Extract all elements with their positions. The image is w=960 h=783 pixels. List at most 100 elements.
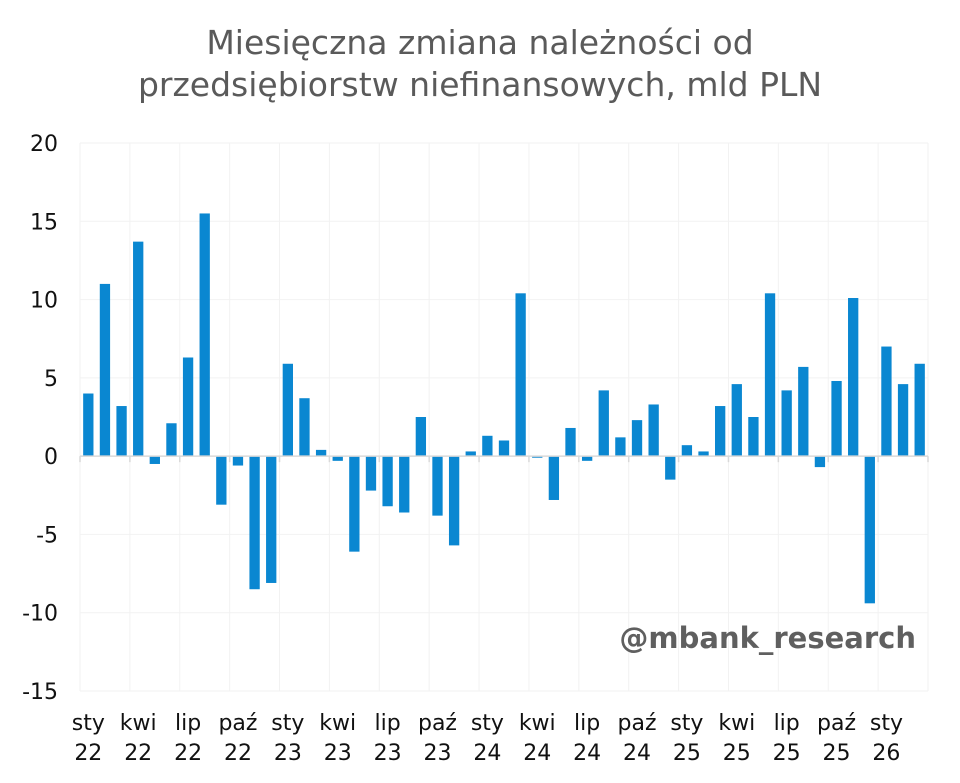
x-tick-label-month: sty xyxy=(670,711,703,736)
bar xyxy=(631,420,643,457)
x-tick-label-month: lip xyxy=(375,711,401,736)
chart-title-line-2: przedsiębiorstw niefinansowych, mld PLN xyxy=(137,65,823,104)
bar xyxy=(365,456,377,491)
x-tick-label-month: paź xyxy=(218,711,257,736)
x-tick-label-year: 25 xyxy=(823,741,851,766)
x-tick-label-month: sty xyxy=(72,711,105,736)
bar xyxy=(648,404,659,457)
y-axis-ticks: 20 15 10 5 0 -5 -10 -15 xyxy=(22,132,58,705)
bar xyxy=(432,456,443,516)
x-tick-label-year: 23 xyxy=(423,741,451,766)
x-tick-label-month: paź xyxy=(817,711,856,736)
y-tick-label: 20 xyxy=(30,132,58,157)
bar xyxy=(615,437,626,457)
y-tick-label: -10 xyxy=(22,602,58,627)
bar xyxy=(349,456,360,552)
bar xyxy=(199,213,210,457)
bar xyxy=(315,449,327,457)
bar xyxy=(897,384,909,457)
bar xyxy=(99,283,111,457)
x-tick-label-year: 23 xyxy=(324,741,352,766)
bar xyxy=(665,456,676,480)
y-tick-label: 5 xyxy=(44,367,58,392)
bar xyxy=(864,456,875,604)
bar xyxy=(914,363,925,457)
bar xyxy=(149,456,160,464)
chart-title: Miesięczna zmiana należności od przedsię… xyxy=(0,22,960,106)
x-tick-label-year: 25 xyxy=(673,741,701,766)
x-tick-label-month: paź xyxy=(418,711,457,736)
x-tick-label-year: 22 xyxy=(224,741,252,766)
bar xyxy=(415,417,427,457)
bar xyxy=(498,440,510,457)
x-tick-label-month: kwi xyxy=(319,711,356,736)
x-tick-label-year: 22 xyxy=(74,741,102,766)
y-tick-label: 0 xyxy=(44,445,58,470)
x-tick-label-month: sty xyxy=(471,711,504,736)
bar xyxy=(83,393,94,457)
bar xyxy=(166,423,177,457)
bar xyxy=(465,451,476,457)
x-tick-label-year: 23 xyxy=(374,741,402,766)
bar xyxy=(532,456,543,458)
x-tick-label-year: 26 xyxy=(872,741,900,766)
bar xyxy=(598,390,609,457)
x-axis-ticks: sty 22 kwi 22 lip 22 paź 22 sty 23 kwi 23 lip 23 paź 23… xyxy=(72,711,903,766)
x-tick-label-month: sty xyxy=(271,711,304,736)
x-tick-label-month: kwi xyxy=(718,711,755,736)
zero-axis xyxy=(79,455,929,463)
bar xyxy=(232,456,244,466)
bar xyxy=(731,384,742,457)
x-tick-label-month: lip xyxy=(574,711,600,736)
x-tick-label-year: 22 xyxy=(174,741,202,766)
bar xyxy=(133,241,144,457)
bar xyxy=(548,456,560,500)
bar xyxy=(715,406,726,457)
y-tick-label: -5 xyxy=(36,523,58,548)
bar xyxy=(681,445,693,457)
bar xyxy=(448,456,460,546)
bar xyxy=(565,427,576,457)
x-tick-label-year: 25 xyxy=(773,741,801,766)
x-tick-label-year: 22 xyxy=(124,741,152,766)
bar xyxy=(581,456,593,461)
bar xyxy=(781,390,792,457)
y-tick-label: 10 xyxy=(30,289,58,314)
bar xyxy=(764,293,776,457)
bar xyxy=(482,435,493,457)
x-tick-label-month: kwi xyxy=(120,711,157,736)
bar xyxy=(266,456,277,583)
x-tick-label-month: paź xyxy=(618,711,657,736)
x-tick-label-year: 24 xyxy=(473,741,501,766)
bar xyxy=(399,456,410,513)
bar xyxy=(116,406,127,457)
x-tick-label-month: sty xyxy=(870,711,903,736)
bar xyxy=(831,380,842,457)
x-tick-label-month: lip xyxy=(774,711,800,736)
x-tick-label-year: 24 xyxy=(573,741,601,766)
bar xyxy=(249,456,260,590)
y-tick-label: 15 xyxy=(30,210,58,235)
bar xyxy=(182,357,194,457)
bar-series xyxy=(83,213,925,604)
x-tick-label-year: 24 xyxy=(523,741,551,766)
bar xyxy=(881,346,892,457)
bar xyxy=(814,456,826,468)
x-tick-label-month: kwi xyxy=(519,711,556,736)
x-tick-label-year: 23 xyxy=(274,741,302,766)
bar xyxy=(299,398,310,457)
watermark: @mbank_research xyxy=(619,621,916,655)
bar xyxy=(282,363,293,457)
bar xyxy=(515,293,526,457)
bar xyxy=(216,456,227,505)
bar xyxy=(698,451,709,457)
chart-title-line-1: Miesięczna zmiana należności od xyxy=(206,23,754,62)
x-tick-label-month: lip xyxy=(175,711,201,736)
x-tick-label-year: 24 xyxy=(623,741,651,766)
x-tick-label-year: 25 xyxy=(723,741,751,766)
bar xyxy=(748,417,759,457)
bar xyxy=(382,456,393,507)
bar xyxy=(798,366,809,457)
